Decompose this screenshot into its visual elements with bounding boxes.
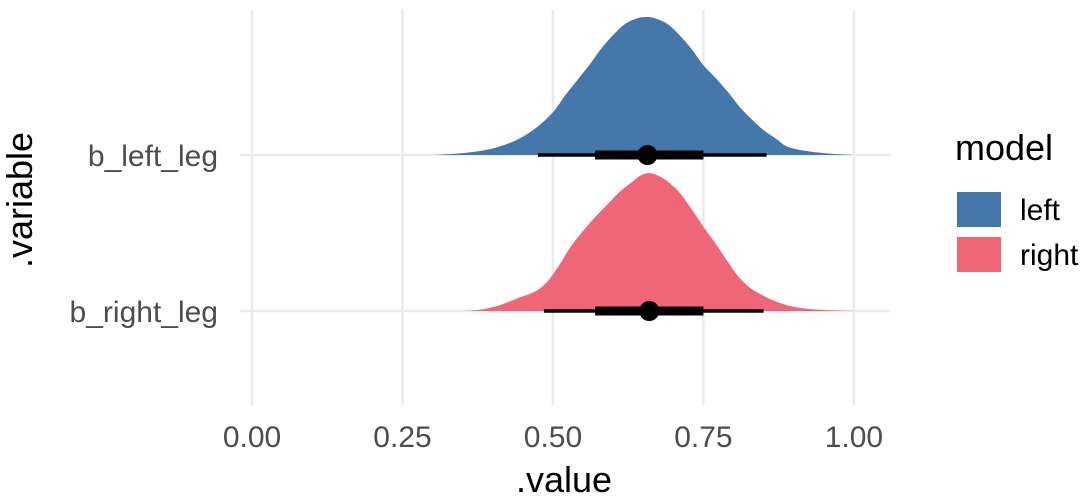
legend-items: left right <box>957 192 1079 272</box>
x-tick-label: 0.50 <box>524 421 582 454</box>
point-estimate-left <box>637 145 658 165</box>
x-tick-label: 1.00 <box>825 421 883 454</box>
legend: model left right <box>955 127 1079 272</box>
y-tick-label: b_right_leg <box>70 296 218 329</box>
y-tick-label: b_left_leg <box>88 140 218 173</box>
density-left <box>432 17 854 155</box>
y-axis-title: .variable <box>0 132 40 268</box>
density-layer <box>432 17 854 311</box>
legend-swatch-left <box>957 192 1001 227</box>
x-tick-label: 0.00 <box>223 421 281 454</box>
x-tick-labels: 0.00 0.25 0.50 0.75 1.00 <box>223 421 883 454</box>
legend-swatch-right <box>957 237 1001 272</box>
point-estimate-right <box>639 301 660 321</box>
y-tick-labels: b_left_leg b_right_leg <box>70 140 218 329</box>
x-tick-label: 0.75 <box>674 421 732 454</box>
interval-layer <box>537 145 767 321</box>
legend-title: model <box>955 127 1053 168</box>
density-right <box>462 173 854 311</box>
grid-layer <box>240 10 890 405</box>
legend-label-right: right <box>1020 239 1079 272</box>
x-axis-title: .value <box>516 459 612 496</box>
legend-label-left: left <box>1020 194 1061 227</box>
x-tick-label: 0.25 <box>373 421 431 454</box>
